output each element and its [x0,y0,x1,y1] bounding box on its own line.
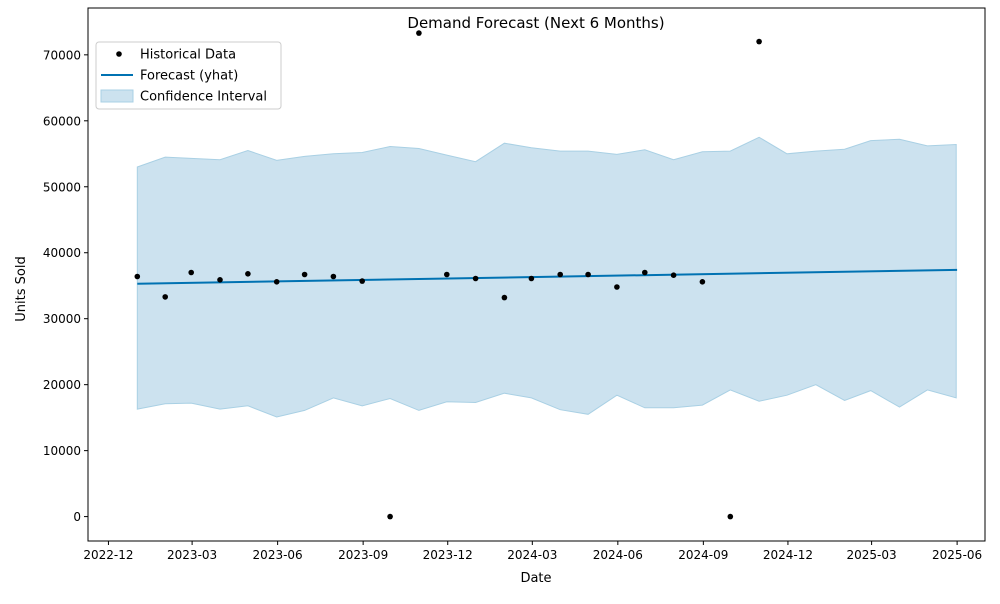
historical-point [756,38,762,45]
historical-point [134,273,141,280]
historical-point [642,269,648,276]
historical-point [670,272,677,279]
y-tick-label: 40000 [43,246,81,260]
historical-point [301,271,308,278]
x-tick-label: 2023-06 [253,548,303,562]
y-tick-label: 0 [73,510,81,524]
legend-box [95,41,282,110]
x-tick-label: 2025-06 [932,548,982,562]
historical-point [330,273,337,280]
historical-point [699,279,706,285]
historical-point [387,513,393,520]
chart-title: Demand Forecast (Next 6 Months) [407,14,664,32]
historical-point [359,278,366,284]
historical-point [614,284,620,290]
plot-frame [87,7,986,542]
historical-points-layer [134,30,762,520]
legend-historical-marker [116,51,122,57]
y-tick-label: 20000 [43,378,81,392]
historical-point [273,279,280,285]
historical-point [188,269,194,276]
y-tick-label: 10000 [43,444,81,458]
historical-point [472,275,479,282]
x-tick-label: 2022-12 [83,548,133,562]
y-axis-label: Units Sold [14,256,29,321]
x-tick-label: 2025-03 [847,548,897,562]
x-tick-label: 2023-03 [167,548,217,562]
historical-point [727,513,734,520]
x-tick-label: 2023-12 [423,548,473,562]
x-tick-label: 2024-06 [593,548,643,562]
historical-point [501,294,508,301]
y-axis-ticks: 0 10000 20000 30000 40000 50000 60000 70000 [43,48,88,524]
historical-point [416,30,422,36]
x-tick-label: 2024-12 [763,548,813,562]
x-tick-label: 2024-09 [678,548,728,562]
x-axis-label: Date [520,571,551,586]
historical-point [444,271,450,278]
y-tick-label: 30000 [43,312,81,326]
legend-confidence-marker [100,89,134,103]
historical-point [585,271,591,278]
x-tick-label: 2024-03 [507,548,557,562]
historical-point [245,271,251,277]
legend-confidence-label: Confidence Interval [140,90,267,105]
legend-forecast-label: Forecast (yhat) [140,69,238,84]
y-tick-label: 60000 [43,114,81,128]
y-tick-label: 50000 [43,180,81,194]
y-tick-label: 70000 [43,48,81,62]
historical-point [528,275,535,282]
x-axis-ticks: 2022-12 2023-03 2023-06 2023-09 2023-12 2024-… [83,541,982,562]
legend-historical-label: Historical Data [140,48,236,63]
historical-point [162,294,168,300]
x-tick-label: 2023-09 [338,548,388,562]
historical-point [557,271,563,278]
legend: Historical Data Forecast (yhat) Confiden… [95,41,282,110]
historical-point [217,277,223,283]
